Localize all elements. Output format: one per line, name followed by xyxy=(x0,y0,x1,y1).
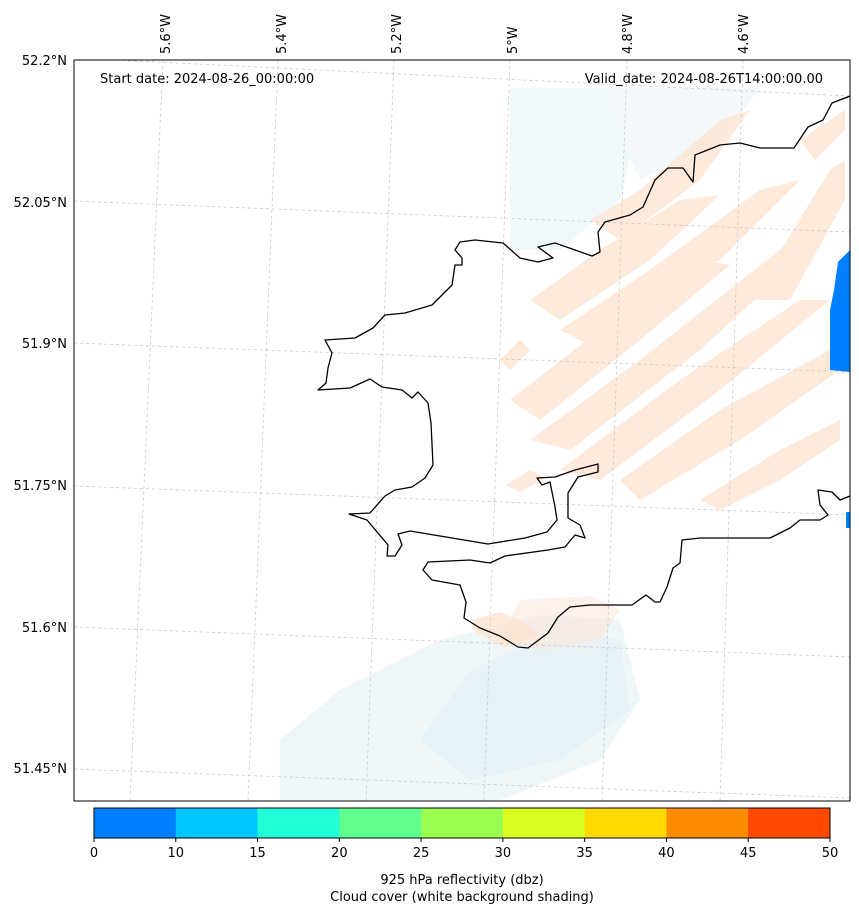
colorbar-tick-label: 35 xyxy=(576,846,593,861)
colorbar-swatch xyxy=(94,808,177,838)
colorbar-tick-label: 25 xyxy=(413,846,430,861)
start-date-label: Start date: 2024-08-26_00:00:00 xyxy=(100,72,314,87)
lat-label: 51.9°N xyxy=(22,337,67,352)
lon-label: 5.4°W xyxy=(275,14,290,54)
colorbar-tick-label: 50 xyxy=(822,846,839,861)
lon-label: 4.8°W xyxy=(621,14,636,54)
colorbar-tick-label: 40 xyxy=(658,846,675,861)
lat-labels: 52.2°N 52.05°N 51.9°N 51.75°N 51.6°N 51.… xyxy=(14,54,67,777)
colorbar-tick-label: 20 xyxy=(331,846,348,861)
colorbar-swatch xyxy=(666,808,749,838)
coastline xyxy=(317,95,850,649)
colorbar-label-line1: 925 hPa reflectivity (dbz) xyxy=(380,873,543,888)
colorbar-tick-label: 0 xyxy=(90,846,98,861)
lon-label: 5°W xyxy=(506,26,521,54)
colorbar-tick-label: 45 xyxy=(740,846,757,861)
colorbar-swatch xyxy=(257,808,340,838)
lat-label: 52.2°N xyxy=(22,54,67,69)
lat-label: 51.6°N xyxy=(22,621,67,636)
lon-gridlines xyxy=(129,60,744,801)
colorbar-swatch xyxy=(584,808,667,838)
colorbar-swatch xyxy=(339,808,422,838)
colorbar: 0 10 15 20 25 30 35 40 45 50 925 hPa reflectivity… xyxy=(90,807,839,905)
lon-label: 5.2°W xyxy=(390,14,405,54)
colorbar-tick-label: 10 xyxy=(168,846,185,861)
colorbar-swatch xyxy=(421,808,504,838)
lon-label: 5.6°W xyxy=(159,14,174,54)
map-frame xyxy=(73,59,851,802)
reflectivity-cell-small xyxy=(846,512,850,528)
lon-label: 4.6°W xyxy=(737,14,752,54)
lat-label: 52.05°N xyxy=(14,196,67,211)
lat-label: 51.45°N xyxy=(14,762,67,777)
colorbar-swatch xyxy=(175,808,259,838)
colorbar-swatch xyxy=(502,808,586,838)
colorbar-label-line2: Cloud cover (white background shading) xyxy=(330,890,594,905)
reflectivity-streaks xyxy=(470,110,845,648)
colorbar-tick-label: 15 xyxy=(249,846,266,861)
valid-date-label: Valid_date: 2024-08-26T14:00:00.00 xyxy=(585,72,823,87)
reflectivity-cell xyxy=(830,250,850,372)
colorbar-swatch xyxy=(748,808,831,838)
colorbar-tick-label: 30 xyxy=(495,846,512,861)
lat-label: 51.75°N xyxy=(14,479,67,494)
lon-labels: 5.6°W 5.4°W 5.2°W 5°W 4.8°W 4.6°W xyxy=(159,14,752,54)
colorbar-frame xyxy=(93,807,831,839)
